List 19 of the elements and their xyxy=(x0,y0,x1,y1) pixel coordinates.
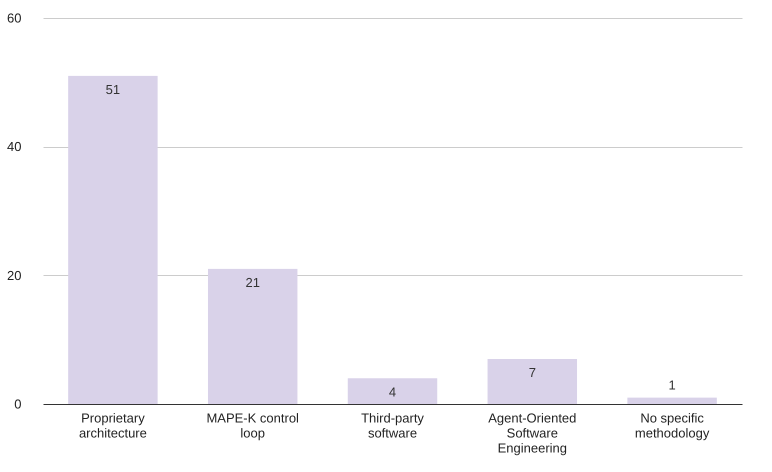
x-tick-label: No specific methodology xyxy=(634,410,710,440)
x-tick-label: MAPE-K control loop xyxy=(206,410,300,440)
x-tick-label: Agent-Oriented Software Engineering xyxy=(488,410,576,456)
y-tick-label: 40 xyxy=(7,139,22,154)
bar xyxy=(627,398,717,404)
data-label: 4 xyxy=(388,384,396,400)
bar xyxy=(488,358,578,404)
y-tick-label: 60 xyxy=(7,10,22,26)
data-label: 51 xyxy=(106,82,120,97)
data-label: 1 xyxy=(668,378,676,393)
x-tick-label: Proprietary architecture xyxy=(78,410,147,440)
y-tick-label: 0 xyxy=(14,396,22,412)
x-tick-label: Third-party software xyxy=(361,410,424,440)
y-tick-label: 20 xyxy=(7,268,22,283)
bar xyxy=(348,378,438,404)
bar xyxy=(68,76,158,404)
bar xyxy=(208,268,298,404)
data-label: 21 xyxy=(245,274,260,290)
data-label: 7 xyxy=(528,364,536,380)
